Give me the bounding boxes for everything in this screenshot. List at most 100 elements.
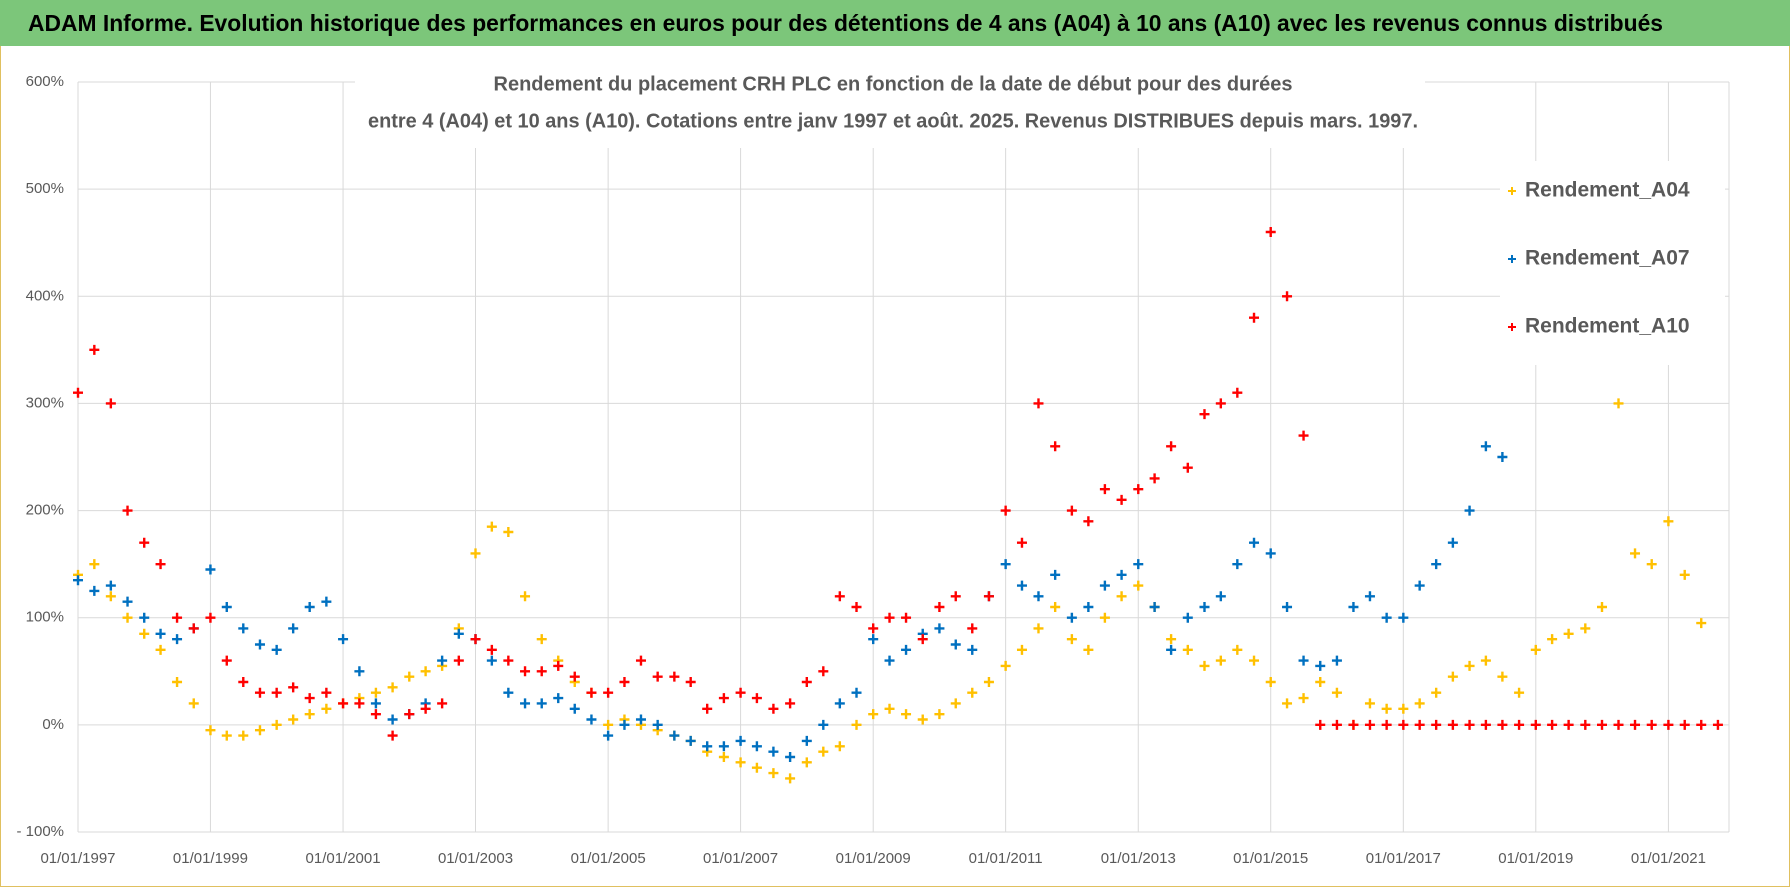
data-point (586, 687, 597, 698)
data-point (172, 612, 183, 623)
title-mask (355, 66, 1425, 148)
data-point (818, 666, 829, 677)
data-point (1182, 612, 1193, 623)
legend-label: Rendement_A07 (1525, 247, 1690, 270)
data-point (1381, 612, 1392, 623)
data-point (901, 612, 912, 623)
legend-label: Rendement_A04 (1525, 179, 1690, 202)
data-point (404, 709, 415, 720)
data-point (1000, 505, 1011, 516)
header-title: ADAM Informe. Evolution historique des p… (28, 10, 1663, 36)
data-point (553, 660, 564, 671)
data-point (1679, 569, 1690, 580)
data-point (553, 693, 564, 704)
y-tick-label: - 100% (16, 823, 64, 840)
data-point (1613, 719, 1624, 730)
data-point (669, 671, 680, 682)
data-point (1083, 602, 1094, 612)
data-point (1613, 398, 1624, 409)
data-point (354, 698, 365, 709)
data-point (89, 344, 100, 355)
data-point (1547, 719, 1558, 730)
data-point (1712, 719, 1723, 730)
data-point (122, 505, 133, 516)
data-point (1464, 505, 1475, 516)
data-point (619, 677, 630, 687)
data-point (453, 628, 464, 639)
data-point (834, 591, 845, 602)
data-point (868, 623, 879, 634)
data-point (1033, 398, 1044, 409)
data-point (437, 698, 448, 709)
y-tick-label: 300% (26, 394, 64, 411)
data-point (934, 602, 945, 612)
x-tick-label: 01/01/2001 (306, 850, 381, 867)
data-point (1597, 719, 1607, 730)
legend-marker (1508, 323, 1516, 331)
data-point (868, 709, 879, 720)
data-point (1298, 655, 1309, 666)
data-point (288, 682, 299, 693)
data-point (1249, 312, 1260, 323)
data-point (1282, 698, 1293, 709)
data-point (768, 768, 779, 779)
data-point (718, 741, 729, 752)
data-point (1447, 671, 1458, 682)
data-point (1116, 569, 1127, 580)
data-point (603, 687, 614, 698)
data-point (1282, 602, 1293, 612)
plot-area: - 100% 0% 100% 200% 300% 400% 500% 600% 01/01/19… (16, 73, 1730, 867)
data-point (254, 725, 265, 736)
data-point (1663, 719, 1674, 730)
data-point (370, 698, 381, 709)
data-point (1116, 591, 1127, 602)
data-point (420, 703, 431, 714)
data-point (139, 612, 150, 623)
data-point (818, 746, 829, 757)
data-point (1630, 719, 1641, 730)
x-tick-label: 01/01/2009 (836, 850, 911, 867)
data-point (1480, 719, 1491, 730)
data-point (254, 687, 265, 698)
data-point (139, 628, 150, 639)
x-tick-label: 01/01/1997 (40, 850, 115, 867)
data-point (1016, 644, 1027, 655)
x-tick-label: 01/01/2013 (1101, 850, 1176, 867)
data-point (1315, 719, 1326, 730)
data-point (768, 703, 779, 714)
x-tick-label: 01/01/2021 (1631, 850, 1706, 867)
data-point (1348, 602, 1359, 612)
data-point (1149, 602, 1160, 612)
data-point (1530, 644, 1541, 655)
data-point (520, 666, 531, 677)
data-point (1514, 719, 1525, 730)
data-point (901, 709, 912, 720)
legend-marker (1508, 255, 1516, 263)
data-point (536, 666, 547, 677)
data-point (1447, 537, 1458, 548)
y-tick-label: 200% (26, 502, 64, 519)
x-tick-label: 01/01/1999 (173, 850, 248, 867)
data-point (652, 671, 663, 682)
data-point (1331, 687, 1342, 698)
data-point (1282, 291, 1293, 302)
data-point (718, 752, 729, 762)
data-point (139, 537, 150, 548)
data-point (238, 730, 249, 741)
data-point (967, 644, 978, 655)
data-point (917, 634, 928, 645)
data-point (1133, 580, 1144, 591)
data-point (685, 677, 696, 687)
data-point (437, 655, 448, 666)
data-point (1646, 559, 1657, 570)
data-point (205, 564, 216, 575)
data-point (884, 703, 895, 714)
data-point (702, 703, 713, 714)
data-point (934, 623, 945, 634)
data-point (221, 655, 232, 666)
data-point (1431, 559, 1442, 570)
data-point (1265, 677, 1276, 687)
data-point (1033, 591, 1044, 602)
x-tick-label: 01/01/2007 (703, 850, 778, 867)
